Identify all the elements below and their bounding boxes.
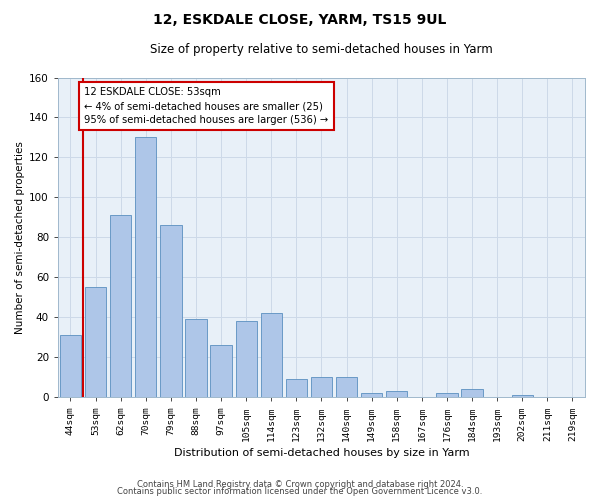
Bar [110,216,131,397]
Bar [512,395,533,397]
Bar [160,226,182,397]
Text: 12, ESKDALE CLOSE, YARM, TS15 9UL: 12, ESKDALE CLOSE, YARM, TS15 9UL [154,12,446,26]
Y-axis label: Number of semi-detached properties: Number of semi-detached properties [15,141,25,334]
Bar [236,321,257,397]
Text: Contains public sector information licensed under the Open Government Licence v3: Contains public sector information licen… [118,487,482,496]
Bar [311,377,332,397]
Bar [386,391,407,397]
Bar [461,389,483,397]
Bar [286,379,307,397]
Bar [336,377,357,397]
Bar [185,319,206,397]
Bar [60,335,81,397]
X-axis label: Distribution of semi-detached houses by size in Yarm: Distribution of semi-detached houses by … [173,448,469,458]
Bar [361,393,382,397]
Bar [211,345,232,397]
Bar [436,393,458,397]
Text: 12 ESKDALE CLOSE: 53sqm
← 4% of semi-detached houses are smaller (25)
95% of sem: 12 ESKDALE CLOSE: 53sqm ← 4% of semi-det… [84,88,329,126]
Bar [135,138,157,397]
Bar [85,287,106,397]
Text: Contains HM Land Registry data © Crown copyright and database right 2024.: Contains HM Land Registry data © Crown c… [137,480,463,489]
Title: Size of property relative to semi-detached houses in Yarm: Size of property relative to semi-detach… [150,42,493,56]
Bar [260,313,282,397]
